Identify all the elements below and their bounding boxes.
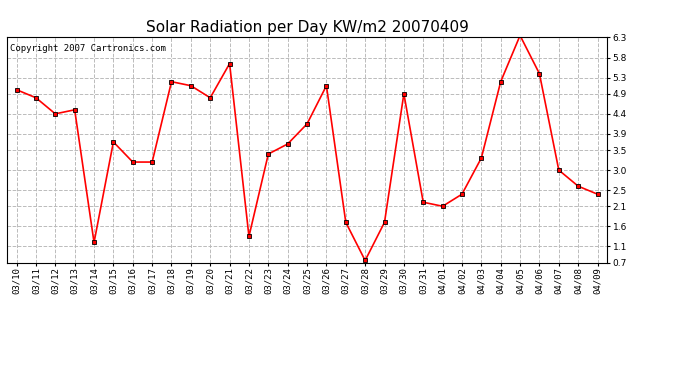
Title: Solar Radiation per Day KW/m2 20070409: Solar Radiation per Day KW/m2 20070409 [146, 20, 469, 35]
Text: Copyright 2007 Cartronics.com: Copyright 2007 Cartronics.com [10, 44, 166, 53]
